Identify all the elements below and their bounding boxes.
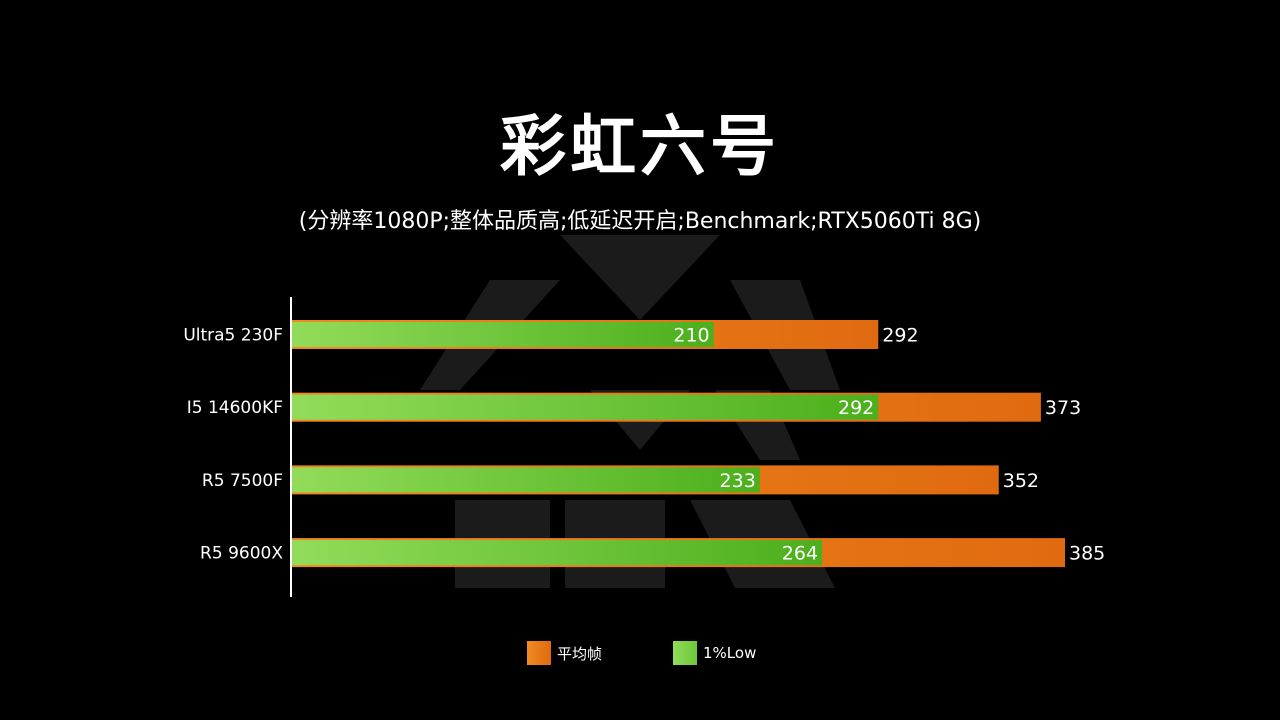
chart-title: 彩虹六号 — [500, 108, 780, 185]
bar-low — [292, 540, 823, 566]
legend-label-low: 1%Low — [703, 644, 757, 662]
data-label-low: 210 — [673, 325, 709, 347]
category-label: R5 9600X — [200, 544, 283, 564]
data-label-avg: 373 — [1045, 397, 1081, 419]
chart-subtitle: (分辨率1080P;整体品质高;低延迟开启;Benchmark;RTX5060T… — [298, 209, 982, 234]
data-label-low: 292 — [838, 397, 874, 419]
category-label: Ultra5 230F — [183, 326, 283, 346]
legend: 平均帧 1%Low — [0, 640, 1280, 666]
watermark-shape-center — [560, 235, 720, 320]
legend-label-avg: 平均帧 — [557, 644, 603, 663]
data-label-low: 233 — [720, 470, 756, 492]
legend-item-avg: 平均帧 — [527, 640, 602, 666]
category-label: I5 14600KF — [187, 398, 283, 418]
bar-low — [292, 467, 760, 493]
data-label-low: 264 — [782, 543, 818, 565]
data-label-avg: 385 — [1069, 543, 1105, 565]
legend-swatch-avg — [527, 641, 551, 665]
legend-swatch-low — [673, 641, 697, 665]
category-label: R5 7500F — [202, 471, 283, 491]
legend-item-low: 1%Low — [673, 640, 756, 666]
data-label-avg: 352 — [1003, 470, 1039, 492]
data-label-avg: 292 — [882, 325, 918, 347]
bar-low — [292, 394, 879, 420]
bar-low — [292, 322, 714, 347]
